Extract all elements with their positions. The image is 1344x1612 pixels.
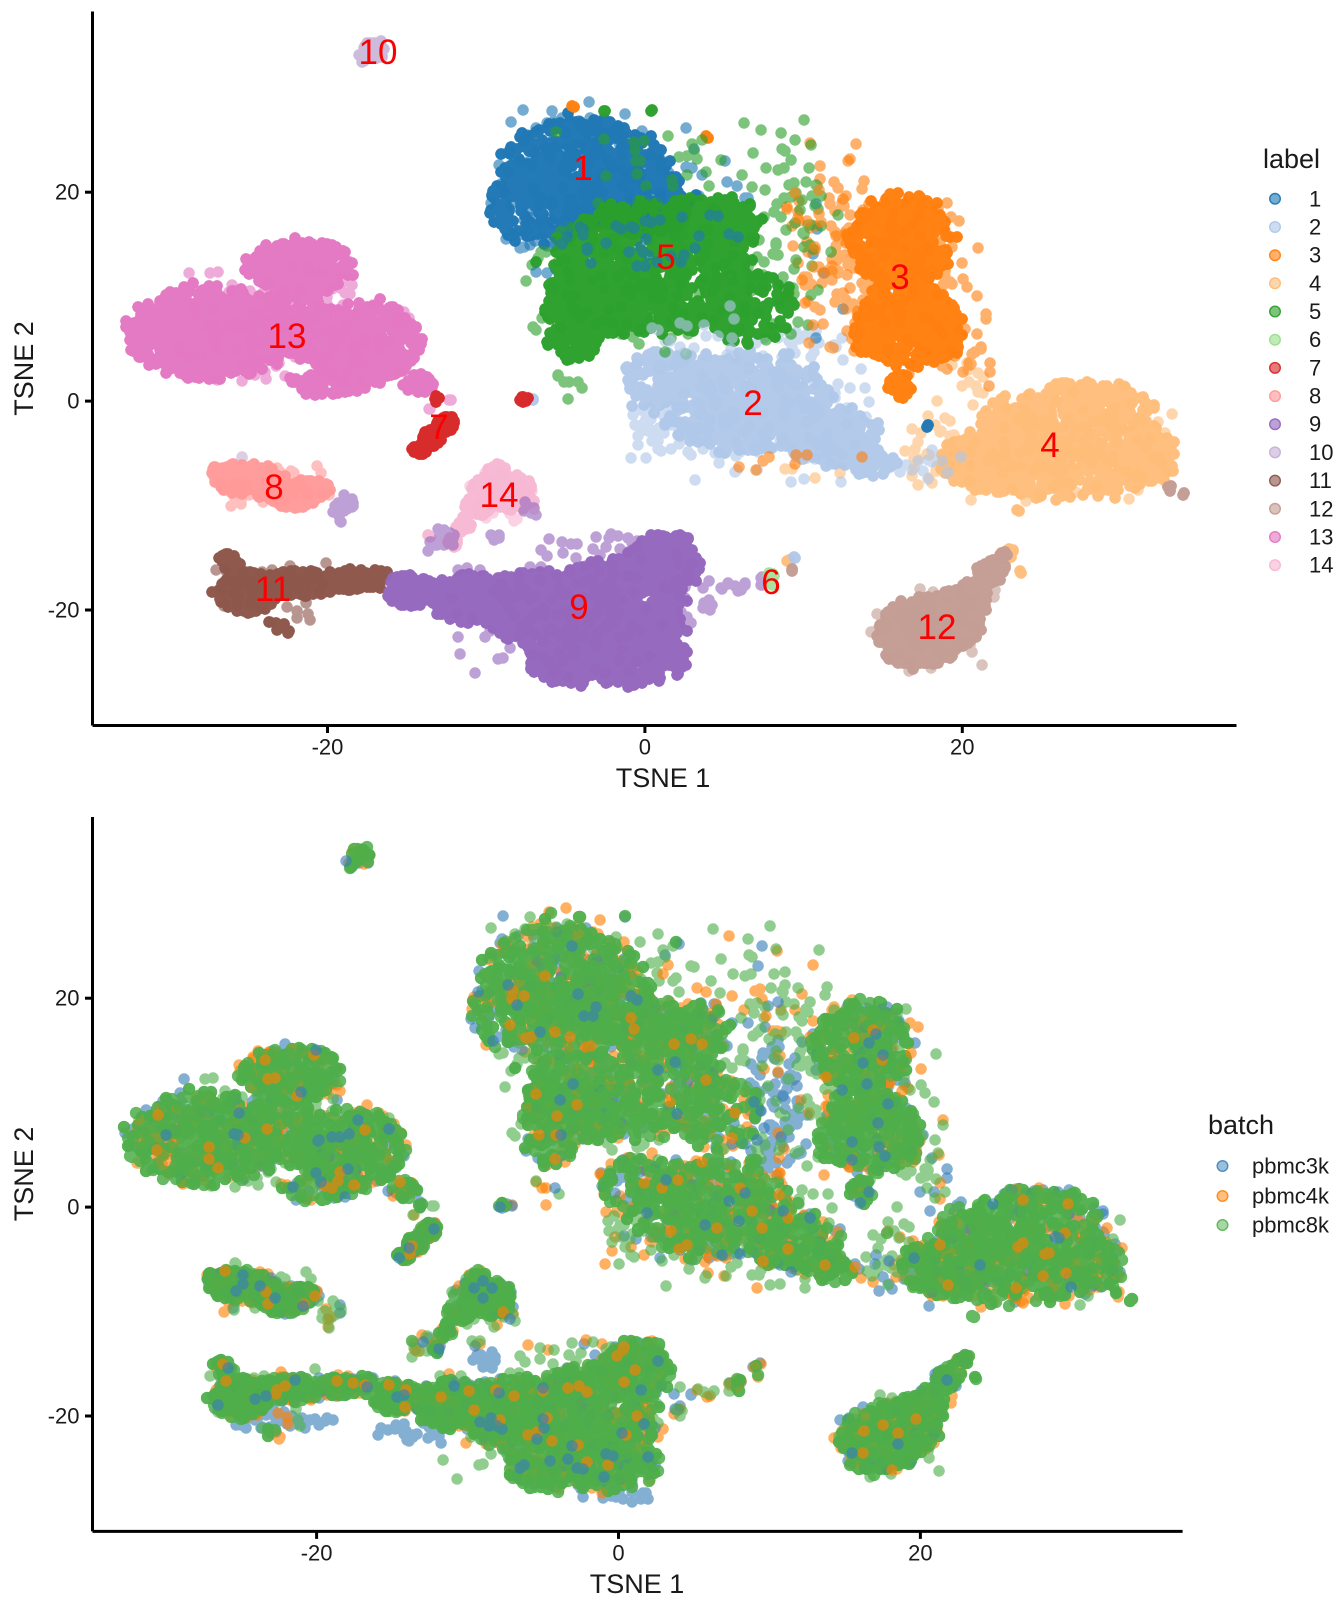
svg-text:13: 13 <box>268 317 307 356</box>
svg-text:-20: -20 <box>48 598 80 623</box>
svg-text:5: 5 <box>1309 299 1321 324</box>
svg-text:0: 0 <box>67 389 79 414</box>
svg-text:2: 2 <box>743 384 762 423</box>
svg-text:20: 20 <box>908 1540 932 1565</box>
svg-text:TSNE 1: TSNE 1 <box>590 1569 685 1599</box>
svg-text:20: 20 <box>950 735 974 760</box>
svg-text:1: 1 <box>1309 186 1321 211</box>
svg-text:12: 12 <box>918 608 957 647</box>
svg-text:4: 4 <box>1040 426 1059 465</box>
svg-text:20: 20 <box>55 180 79 205</box>
svg-text:3: 3 <box>1309 243 1321 268</box>
svg-text:14: 14 <box>480 476 519 515</box>
svg-text:0: 0 <box>612 1540 624 1565</box>
svg-text:TSNE 2: TSNE 2 <box>9 321 39 416</box>
svg-text:7: 7 <box>429 408 448 447</box>
svg-text:10: 10 <box>1309 440 1333 465</box>
svg-text:9: 9 <box>1309 412 1321 437</box>
svg-text:13: 13 <box>1309 525 1333 550</box>
svg-text:-20: -20 <box>312 735 344 760</box>
svg-text:-20: -20 <box>48 1404 80 1429</box>
svg-text:9: 9 <box>569 588 588 627</box>
svg-text:TSNE 1: TSNE 1 <box>616 763 711 793</box>
svg-text:8: 8 <box>264 468 283 507</box>
svg-text:6: 6 <box>1309 327 1321 352</box>
svg-text:pbmc8k: pbmc8k <box>1252 1213 1330 1238</box>
svg-text:20: 20 <box>55 986 79 1011</box>
svg-text:3: 3 <box>890 258 909 297</box>
svg-text:TSNE 2: TSNE 2 <box>9 1127 39 1222</box>
svg-text:2: 2 <box>1309 215 1321 240</box>
svg-text:12: 12 <box>1309 496 1333 521</box>
svg-text:10: 10 <box>359 33 398 72</box>
svg-text:pbmc4k: pbmc4k <box>1252 1184 1330 1209</box>
svg-text:11: 11 <box>255 570 291 609</box>
svg-text:7: 7 <box>1309 355 1321 380</box>
svg-text:5: 5 <box>656 238 675 277</box>
svg-text:0: 0 <box>639 735 651 760</box>
svg-text:11: 11 <box>1309 468 1332 493</box>
svg-text:4: 4 <box>1309 271 1321 296</box>
svg-text:6: 6 <box>761 563 780 602</box>
svg-text:0: 0 <box>67 1195 79 1220</box>
svg-text:batch: batch <box>1208 1110 1274 1140</box>
svg-text:8: 8 <box>1309 384 1321 409</box>
svg-text:-20: -20 <box>301 1540 333 1565</box>
svg-text:pbmc3k: pbmc3k <box>1252 1154 1330 1179</box>
svg-text:label: label <box>1263 144 1320 174</box>
svg-text:14: 14 <box>1309 553 1333 578</box>
svg-text:1: 1 <box>573 149 592 188</box>
